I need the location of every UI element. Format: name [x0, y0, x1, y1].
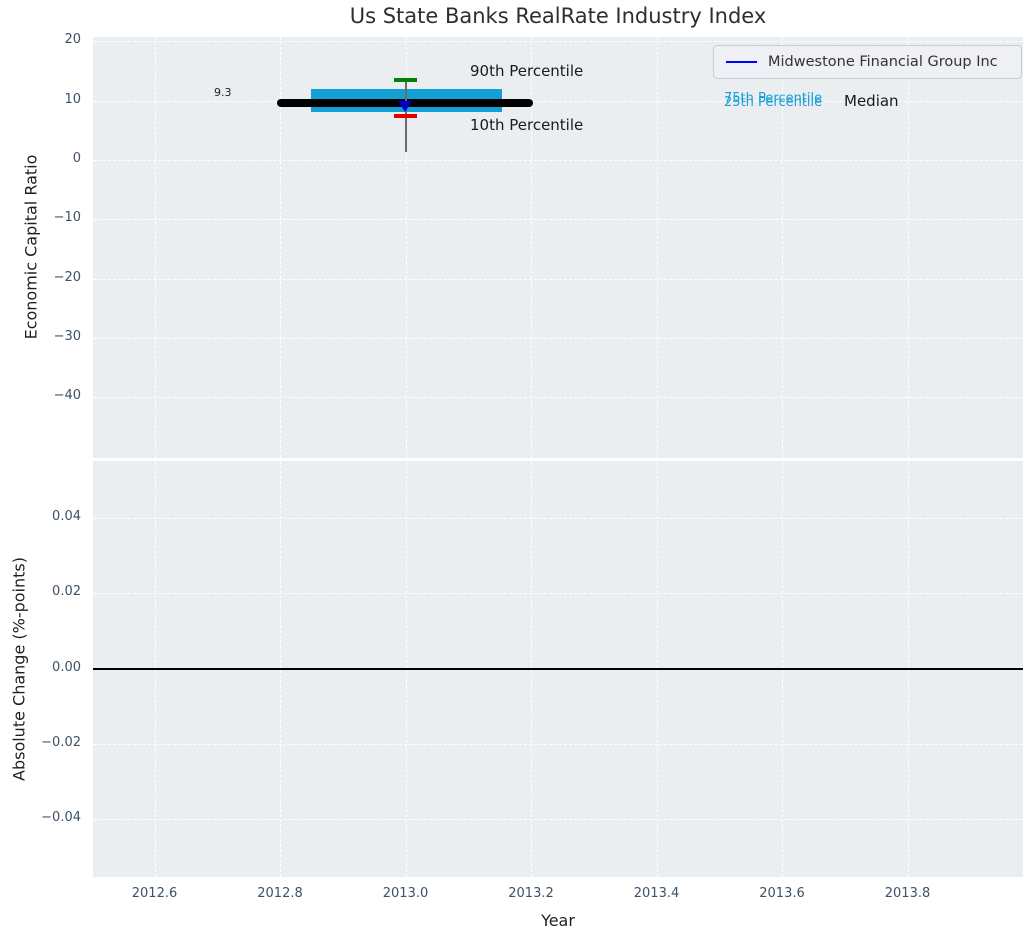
x-tick-label: 2013.2	[508, 886, 554, 901]
y-gridline	[93, 100, 1023, 102]
y-tick-label: −0.04	[41, 810, 81, 826]
legend: Midwestone Financial Group Inc	[713, 45, 1022, 79]
annotation-90th-percentile: 90th Percentile	[470, 62, 584, 80]
x-gridline	[405, 37, 407, 458]
y-gridline	[93, 337, 1023, 339]
annotation-75th-percentile: 75th Percentile	[724, 91, 823, 106]
x-gridline	[782, 37, 783, 458]
y-tick-label: 0.04	[52, 509, 81, 524]
y-gridline	[93, 397, 1023, 399]
annotation-median: Median	[844, 92, 899, 110]
y-gridline	[93, 278, 1023, 280]
x-gridline	[280, 37, 281, 458]
y-tick-label: −20	[53, 269, 81, 285]
y-tick-label: −10	[53, 210, 81, 226]
x-tick-label: 2013.8	[884, 886, 931, 901]
percentile-90-cap	[394, 78, 417, 82]
legend-line-sample-icon	[726, 61, 757, 63]
y-tick-label: 0.00	[52, 659, 81, 675]
x-axis-label: Year	[541, 911, 575, 930]
x-gridline	[531, 37, 532, 458]
x-tick-label: 2013.4	[633, 886, 680, 901]
y-gridline	[93, 160, 1023, 161]
y-tick-label: −0.02	[41, 734, 81, 750]
x-gridline	[907, 37, 909, 458]
y-gridline	[93, 819, 1023, 821]
top-plot-area: 9.3 90th Percentile 10th Percentile 75th…	[93, 37, 1023, 458]
chart-title: Us State Banks RealRate Industry Index	[349, 4, 767, 28]
y-gridline	[93, 593, 1023, 595]
y-tick-label: −30	[53, 328, 81, 344]
y-gridline	[93, 743, 1023, 745]
y-gridline	[93, 518, 1023, 519]
annotation-10th-percentile: 10th Percentile	[470, 116, 584, 134]
y-tick-label: 10	[64, 91, 81, 107]
median-value-label: 9.3	[214, 86, 232, 99]
x-tick-label: 2013.0	[382, 886, 429, 901]
percentile-10-cap	[394, 114, 417, 118]
y-tick-label: 20	[64, 32, 81, 48]
x-gridline	[154, 37, 156, 458]
legend-series-label: Midwestone Financial Group Inc	[768, 54, 998, 70]
company-value-marker	[398, 101, 412, 112]
bottom-plot-area	[93, 461, 1023, 877]
top-y-axis-label: Economic Capital Ratio	[21, 154, 41, 340]
x-tick-label: 2012.8	[257, 886, 303, 901]
x-gridline	[656, 37, 658, 458]
y-tick-label: −40	[53, 388, 81, 404]
y-gridline	[93, 41, 1023, 43]
annotation-25th-percentile: 25th Percentile	[724, 95, 823, 110]
y-tick-label: 0	[72, 151, 81, 166]
x-tick-label: 2013.6	[759, 886, 805, 901]
y-tick-label: 0.02	[52, 584, 81, 600]
x-tick-label: 2012.6	[131, 886, 178, 901]
y-gridline	[93, 219, 1023, 221]
zero-change-line	[93, 668, 1023, 670]
